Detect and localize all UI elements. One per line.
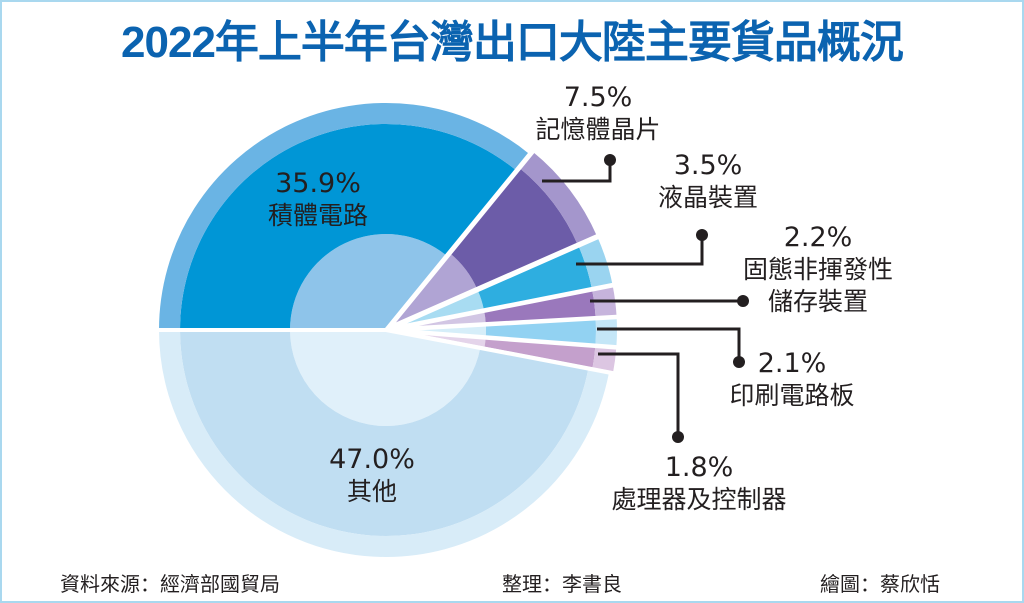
- leader-dot-pcb: [733, 356, 745, 368]
- label-others: 47.0% 其他: [329, 444, 415, 508]
- data-label: 3.5%: [673, 150, 743, 181]
- data-label: 35.9%: [275, 168, 361, 199]
- pie-slice-edge: [387, 328, 621, 376]
- label-memory: 7.5% 記憶體晶片: [535, 82, 660, 146]
- pie-slice: [155, 328, 613, 561]
- pie-slice-edge: [387, 148, 601, 330]
- label-processor: 1.8% 處理器及控制器: [611, 452, 786, 516]
- pie-slice-band: [157, 101, 531, 330]
- leader-line-lcd: [576, 235, 704, 266]
- pie-slice-band: [290, 233, 447, 330]
- category-label: 處理器及控制器: [611, 485, 787, 514]
- leader-line-pcb: [597, 327, 741, 362]
- source-note: 資料來源：經濟部國貿局: [60, 572, 280, 596]
- category-label: 液晶裝置: [657, 183, 759, 212]
- data-label: 2.1%: [757, 348, 827, 379]
- leader-dot-ssd: [737, 295, 749, 307]
- pie-slice-band: [157, 330, 611, 559]
- chart-title: 2022年上半年台灣出口大陸主要貨品概況: [121, 18, 904, 67]
- category-label: 記憶體晶片: [535, 115, 661, 144]
- label-pcb: 2.1% 印刷電路板: [729, 348, 854, 412]
- pie-slice-band: [290, 330, 481, 427]
- pie-slice-edge: [155, 99, 533, 332]
- pie-slice: [155, 99, 533, 332]
- leader-dot-processor: [672, 431, 684, 443]
- label-ssd: 2.2% 固態非揮發性 儲存裝置: [743, 222, 893, 318]
- data-label: 1.8%: [664, 452, 734, 483]
- leader-line-processor: [598, 352, 680, 437]
- pie-slice-band: [180, 123, 517, 330]
- pie-slice-band: [595, 317, 619, 348]
- pie-slice-band: [389, 253, 478, 328]
- leader-dot-lcd: [696, 229, 708, 241]
- pie-slice: [387, 148, 601, 330]
- pie-slice-band: [484, 289, 596, 325]
- data-label: 47.0%: [329, 444, 415, 475]
- editor-credit: 整理：李書良: [502, 572, 622, 596]
- pie-slice-band: [519, 150, 599, 245]
- category-label: 印刷電路板: [729, 381, 855, 410]
- category-label: 其他: [346, 477, 397, 506]
- illustrator-credit: 繪圖：蔡欣恬: [820, 572, 940, 596]
- pie-slice-edge: [155, 328, 613, 561]
- data-label: 2.2%: [783, 222, 853, 253]
- label-lcd: 3.5% 液晶裝置: [658, 150, 758, 214]
- category-label: 固態非揮發性: [742, 255, 894, 284]
- category-label: 積體電路: [267, 201, 369, 230]
- data-label: 7.5%: [563, 82, 633, 113]
- pie-slice-band: [180, 330, 589, 536]
- leader-dot-memory: [604, 154, 616, 166]
- leader-line-memory: [542, 160, 612, 183]
- pie-slice-band: [449, 168, 578, 289]
- label-ic: 35.9% 積體電路: [268, 168, 368, 232]
- category-label: 儲存裝置: [767, 287, 869, 316]
